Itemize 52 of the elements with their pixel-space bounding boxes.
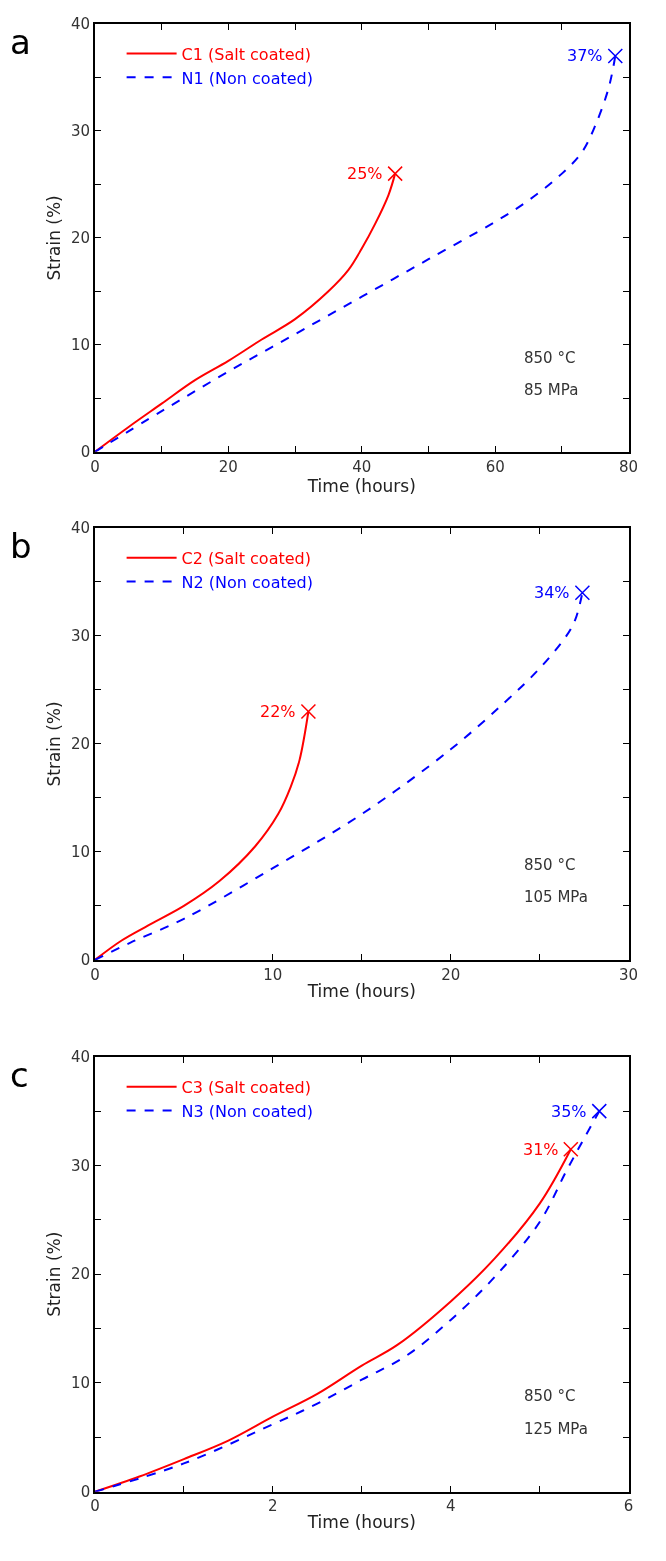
- x-axis-title: Time (hours): [306, 980, 416, 1001]
- legend-label: N1 (Non coated): [181, 68, 313, 88]
- chart-title: b: [10, 526, 32, 566]
- y-tick-label: 10: [71, 1374, 91, 1393]
- y-tick-label: 0: [80, 951, 91, 970]
- chart-title: c: [10, 1055, 29, 1095]
- annotation: 35%: [551, 1102, 587, 1121]
- legend-label: N3 (Non coated): [181, 1101, 313, 1121]
- annotation: 34%: [534, 583, 570, 602]
- annotation: 22%: [260, 702, 296, 721]
- y-tick-label: 10: [71, 336, 91, 355]
- annotation: 37%: [567, 46, 603, 65]
- annotation: 850 °C: [524, 856, 576, 874]
- annotation: 31%: [523, 1140, 559, 1159]
- legend-label: C3 (Salt coated): [181, 1077, 311, 1097]
- chart-title: a: [10, 22, 31, 62]
- x-tick-label: 80: [619, 457, 639, 476]
- y-tick-label: 30: [71, 1156, 91, 1175]
- y-tick-label: 30: [71, 122, 91, 141]
- x-tick-label: 40: [352, 457, 372, 476]
- annotation: 25%: [347, 164, 383, 183]
- annotation: 105 MPa: [524, 888, 588, 906]
- y-axis-title: Strain (%): [44, 1231, 65, 1317]
- x-tick-label: 20: [441, 965, 461, 984]
- annotation: 125 MPa: [524, 1420, 588, 1438]
- legend-label: C1 (Salt coated): [181, 44, 311, 64]
- y-tick-label: 0: [80, 443, 91, 462]
- y-tick-label: 20: [71, 735, 91, 754]
- annotation: 850 °C: [524, 1387, 576, 1405]
- y-tick-label: 20: [71, 1265, 91, 1284]
- x-tick-label: 20: [218, 457, 238, 476]
- annotation: 85 MPa: [524, 381, 579, 399]
- x-tick-label: 60: [485, 457, 505, 476]
- y-tick-label: 10: [71, 843, 91, 862]
- y-tick-label: 20: [71, 229, 91, 248]
- x-tick-label: 2: [268, 1497, 278, 1516]
- x-axis-title: Time (hours): [306, 1512, 416, 1533]
- x-tick-label: 30: [619, 965, 639, 984]
- legend-label: N2 (Non coated): [181, 572, 313, 592]
- y-axis-title: Strain (%): [44, 701, 65, 787]
- annotation: 850 °C: [524, 349, 576, 367]
- x-axis-title: Time (hours): [306, 475, 416, 496]
- x-tick-label: 6: [623, 1497, 634, 1516]
- y-tick-label: 40: [71, 1048, 91, 1067]
- y-tick-label: 30: [71, 627, 91, 646]
- y-tick-label: 40: [71, 15, 91, 34]
- x-tick-label: 4: [445, 1497, 456, 1516]
- y-tick-label: 40: [71, 519, 91, 538]
- y-tick-label: 0: [80, 1482, 91, 1501]
- legend-label: C2 (Salt coated): [181, 549, 311, 569]
- y-axis-title: Strain (%): [44, 195, 65, 281]
- x-tick-label: 10: [263, 965, 283, 984]
